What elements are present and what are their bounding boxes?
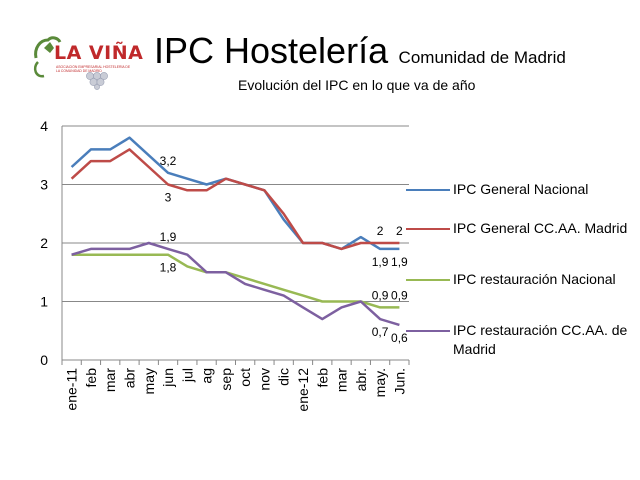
data-label: 2	[396, 224, 403, 238]
x-tick-label: feb	[83, 368, 99, 388]
data-label: 1,9	[391, 255, 408, 269]
y-tick-label: 0	[40, 352, 48, 368]
legend-swatch	[406, 330, 450, 332]
x-tick-label: dic	[276, 368, 292, 386]
x-tick-label: nov	[256, 368, 272, 391]
x-tick-label: abr.	[353, 368, 369, 391]
x-tick-label: abr	[121, 368, 137, 389]
x-tick-label: Jun.	[391, 368, 407, 394]
x-tick-label: jun	[160, 368, 176, 388]
logo: LA VIÑA ASOCIACIÓN EMPRESARIAL HOSTELERÍ…	[30, 28, 143, 90]
legend-label: IPC General CC.AA. Madrid	[453, 220, 628, 236]
y-tick-label: 2	[40, 235, 48, 251]
grape-vine-icon	[33, 36, 108, 90]
series-line	[71, 253, 400, 309]
legend-swatch	[406, 228, 450, 230]
title-row: IPC Hostelería Comunidad de Madrid	[154, 30, 566, 72]
x-tick-label: may.	[372, 368, 388, 397]
series-line	[71, 241, 400, 327]
legend-label: IPC General Nacional	[453, 181, 589, 197]
x-tick-label: jul	[179, 368, 195, 383]
legend-label: IPC restauración Nacional	[453, 271, 616, 287]
data-label: 1,9	[372, 255, 389, 269]
data-label: 3	[165, 191, 172, 205]
legend-swatch	[406, 189, 450, 191]
legend-label: IPC restauración CC.AA. de Madrid	[453, 322, 628, 357]
data-label: 1,9	[160, 230, 177, 244]
logo-subtext: ASOCIACIÓN EMPRESARIAL HOSTELERÍA DE LA …	[56, 65, 131, 73]
title-suffix: Comunidad de Madrid	[398, 48, 566, 67]
legend-swatch	[406, 279, 450, 281]
data-label: 2	[377, 224, 384, 238]
x-tick-label: mar	[334, 368, 350, 392]
data-label: 0,9	[372, 288, 389, 302]
logo-wordmark: LA VIÑA	[54, 42, 144, 64]
series-line	[70, 148, 400, 251]
data-label: 0,7	[372, 325, 389, 339]
x-tick-label: ene-11	[64, 368, 80, 411]
x-tick-label: feb	[314, 368, 330, 388]
y-tick-label: 4	[40, 118, 48, 134]
page-title: IPC Hostelería	[154, 30, 389, 71]
x-tick-label: ag	[199, 368, 215, 384]
x-tick-label: may	[141, 368, 157, 394]
y-tick-label: 3	[40, 177, 48, 193]
x-tick-label: mar	[102, 368, 118, 392]
x-tick-label: sep	[218, 368, 234, 391]
data-label: 0,6	[391, 331, 408, 345]
data-label: 0,9	[391, 288, 408, 302]
x-tick-label: oct	[237, 368, 253, 387]
data-label: 1,8	[160, 261, 177, 275]
chart-subtitle: Evolución del IPC en lo que va de año	[238, 77, 476, 93]
data-label: 3,2	[160, 154, 177, 168]
y-tick-label: 1	[40, 294, 48, 310]
x-tick-label: ene-12	[295, 368, 311, 412]
